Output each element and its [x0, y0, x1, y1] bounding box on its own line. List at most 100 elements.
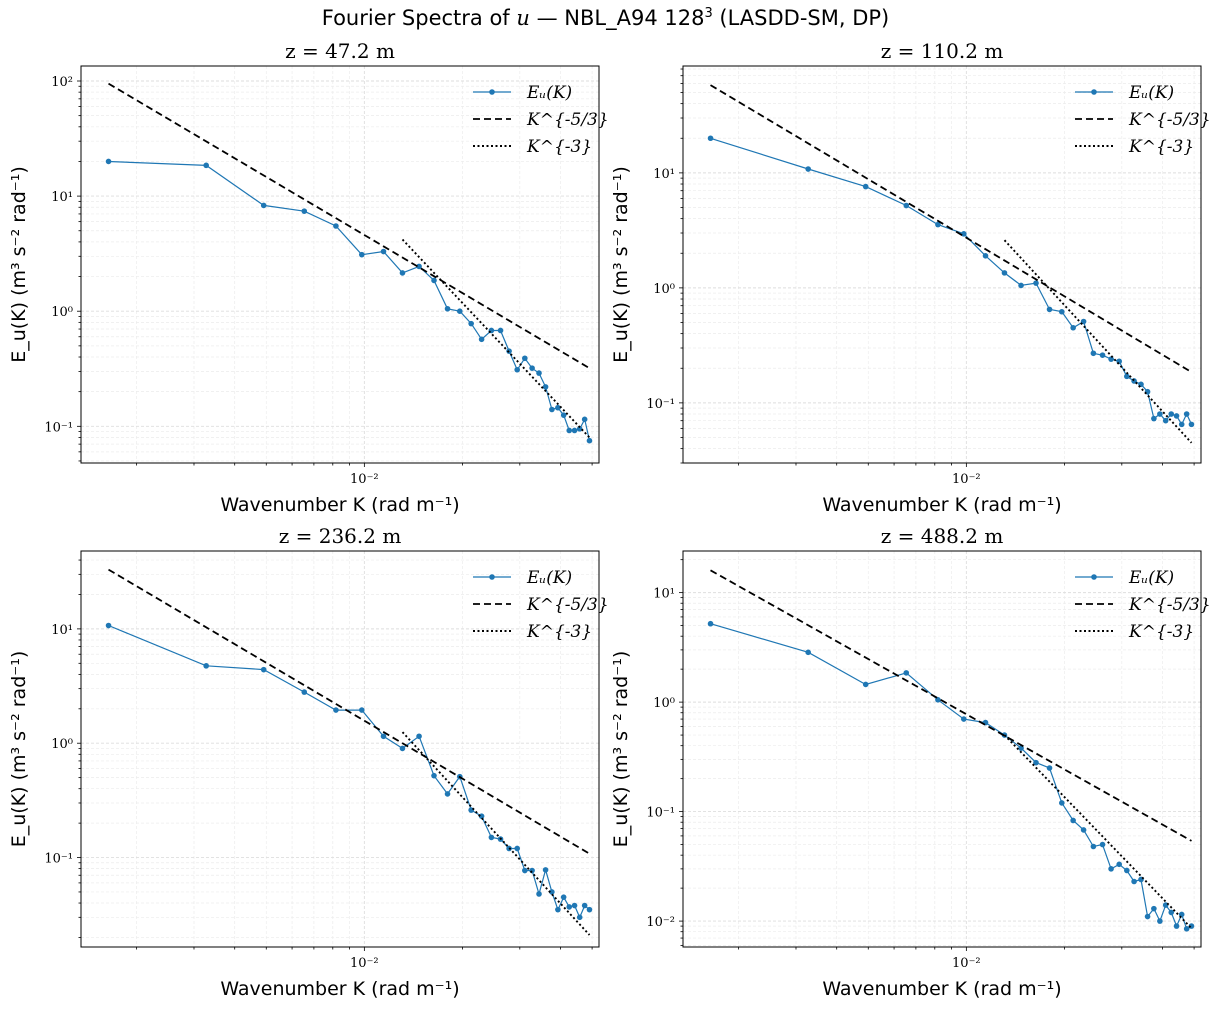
spectrum-point [549, 406, 555, 413]
spectrum-point [1151, 905, 1157, 912]
figure-title-tail: (LASDD-SM, DP) [719, 6, 890, 30]
axes-frame [80, 550, 600, 948]
spectrum-point [399, 745, 406, 752]
x-tick-label: 10⁻² [952, 472, 981, 487]
spectrum-point [203, 162, 209, 169]
y-tick-label: 10¹ [51, 623, 73, 638]
x-axis-label: Wavenumber K (rad m⁻¹) [822, 494, 1061, 516]
spectrum-point [586, 437, 593, 444]
spectrum-point [1173, 923, 1180, 929]
spectrum-point [478, 813, 485, 819]
spectrum-line [108, 624, 590, 919]
legend-label: K^{-5/3} [1128, 595, 1211, 615]
spectrum-point [576, 914, 583, 921]
figure-title-variable: u [516, 6, 530, 30]
series-group [105, 568, 593, 936]
legend-label: Eᵤ(K) [526, 568, 572, 588]
y-tick-label: 10⁰ [653, 696, 675, 711]
spectrum-point [560, 412, 567, 418]
subplot-title: z = 488.2 m [881, 524, 1004, 548]
spectrum-point [555, 404, 561, 411]
figure-title: Fourier Spectra of u — NBL_A94 1283 (LAS… [0, 6, 1211, 30]
spectrum-point [431, 772, 437, 779]
spectrum-line [710, 137, 1193, 426]
reference-line-k3 [1003, 239, 1193, 444]
spectrum-point [1090, 843, 1097, 850]
spectrum-point [1108, 356, 1114, 362]
spectrum-point [1090, 350, 1097, 357]
spectrum-point [1157, 918, 1163, 924]
spectrum-point [431, 277, 437, 284]
spectrum-point [805, 166, 811, 172]
y-tick-label: 10¹ [653, 167, 675, 182]
spectrum-point [1033, 280, 1039, 286]
reference-line-k53 [108, 568, 590, 855]
reference-line-k53 [710, 84, 1192, 373]
grid [683, 66, 1201, 464]
spectrum-point [488, 834, 495, 841]
spectrum-point [862, 681, 869, 688]
spectrum-point [1178, 421, 1185, 428]
legend: Eᵤ(K) K^{-5/3} K^{-3} [1075, 83, 1211, 157]
spectrum-point [1151, 415, 1157, 422]
spectrum-point [358, 707, 365, 713]
spectrum-point [260, 666, 267, 673]
subplot-3: 10⁻² 10⁻¹ 10⁰ 10¹ z = 236.2 m Wavenumber K (r… [8, 524, 609, 1000]
spectrum-point [571, 902, 578, 909]
y-tick-label: 10⁻¹ [646, 806, 675, 821]
spectrum-point [960, 716, 967, 722]
y-tick-label: 10¹ [653, 587, 675, 602]
spectrum-point [1046, 306, 1053, 313]
spectrum-point [1058, 308, 1065, 315]
figure-title-exponent: 3 [704, 6, 713, 21]
legend: Eᵤ(K) K^{-5/3} K^{-3} [1075, 568, 1211, 642]
x-axis-label: Wavenumber K (rad m⁻¹) [220, 494, 459, 516]
reference-line-k3 [401, 731, 591, 936]
legend: Eᵤ(K) K^{-5/3} K^{-3} [473, 568, 609, 642]
spectrum-point [1001, 270, 1008, 276]
axes-frame [682, 65, 1202, 464]
spectrum-point [549, 889, 555, 895]
legend-label: Eᵤ(K) [1128, 83, 1174, 103]
spectrum-point [581, 416, 588, 423]
spectrum-point [333, 707, 339, 713]
spectrum-point [1058, 800, 1065, 806]
subplot-4: 10⁻² 10⁻² 10⁻¹ 10⁰ 10¹ z = 488.2 m Wavenumber … [610, 524, 1211, 1000]
spectrum-point [1033, 759, 1039, 766]
spectrum-point [805, 649, 811, 656]
spectrum-point [380, 248, 387, 255]
y-tick-label: 10⁰ [51, 737, 73, 752]
legend-label: K^{-5/3} [526, 595, 609, 615]
spectrum-point [203, 663, 209, 669]
spectrum-point [903, 670, 910, 676]
x-axis-label: Wavenumber K (rad m⁻¹) [822, 978, 1061, 1000]
spectrum-point [416, 733, 422, 740]
spectrum-point [1168, 909, 1175, 916]
y-axis-label: E_u(K) (m³ s⁻² rad⁻¹) [610, 166, 632, 363]
spectrum-point [555, 906, 561, 913]
axes-frame [682, 550, 1202, 948]
spectrum-point [1046, 765, 1053, 771]
spectrum-point [1131, 878, 1137, 885]
legend-marker [489, 574, 495, 580]
spectrum-point [1168, 411, 1175, 417]
legend-label: K^{-3} [526, 137, 592, 157]
spectrum-point [1099, 352, 1106, 358]
grid [683, 551, 1201, 947]
spectrum-point [1099, 841, 1106, 848]
spectrum-point [1018, 282, 1024, 289]
figure-title-suffix: — NBL_A94 128 [536, 6, 705, 30]
spectrum-point [536, 370, 542, 376]
y-axis-label: E_u(K) (m³ s⁻² rad⁻¹) [8, 166, 30, 363]
spectrum-point [1080, 827, 1087, 833]
y-tick-label: 10¹ [51, 190, 73, 205]
spectrum-point [1183, 926, 1190, 932]
y-tick-label: 10⁻¹ [646, 397, 675, 412]
spectrum-point [566, 427, 573, 434]
x-tick-label: 10⁻² [350, 956, 379, 971]
series-group [707, 84, 1195, 444]
spectrum-point [536, 891, 542, 897]
spectrum-point [935, 221, 941, 228]
legend-label: K^{-3} [1128, 137, 1194, 157]
